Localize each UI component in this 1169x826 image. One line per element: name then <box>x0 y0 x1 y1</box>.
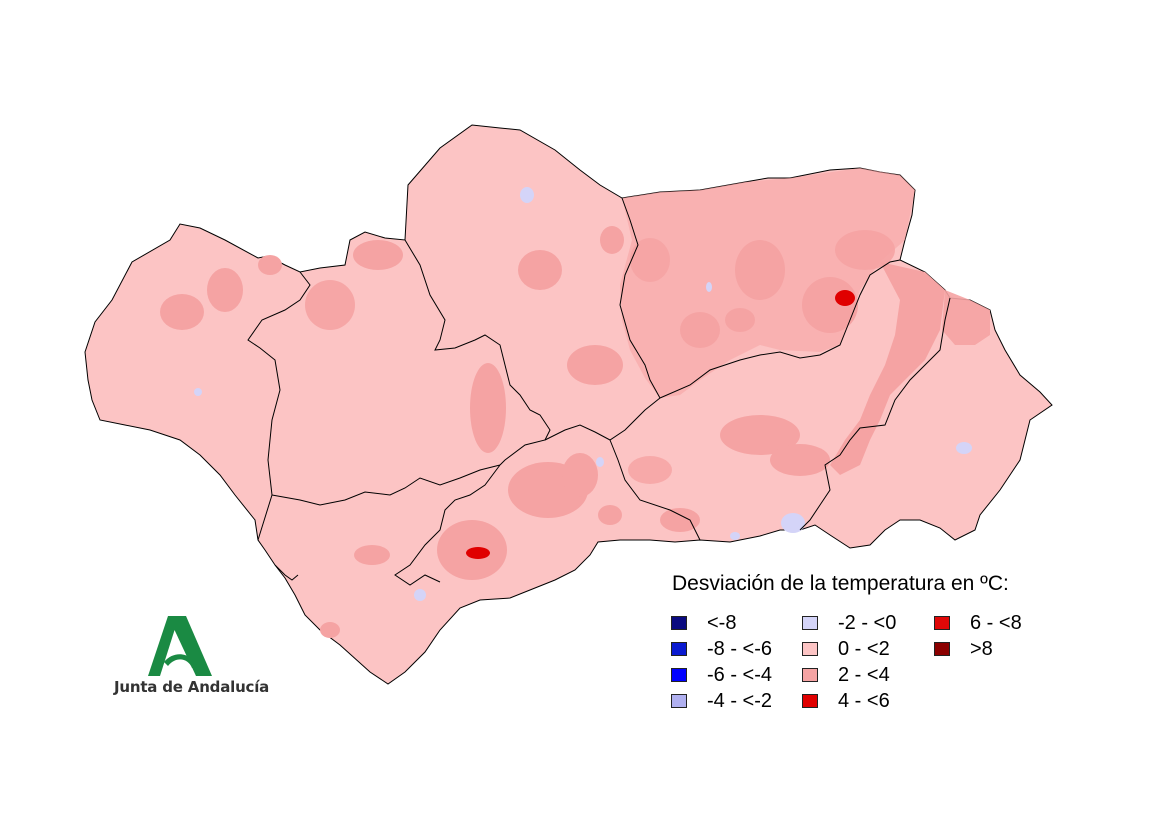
legend-swatch <box>802 642 818 656</box>
legend-swatch <box>802 694 818 708</box>
legend-label: >8 <box>970 637 993 660</box>
legend-label: -2 - <0 <box>838 611 897 634</box>
legend-item-minus-8-minus-6: -8 - <-6 <box>671 636 772 662</box>
legend-item-minus-2-0: -2 - <0 <box>802 610 896 636</box>
legend-title: Desviación de la temperatura en ºC: <box>672 572 1009 595</box>
legend-item-lt-minus-8: <-8 <box>671 610 736 636</box>
legend-swatch <box>934 616 950 630</box>
legend-swatch <box>671 694 687 708</box>
logo-text: Junta de Andalucía <box>114 678 270 696</box>
legend-swatch <box>671 668 687 682</box>
legend-label: -4 - <-2 <box>707 689 773 712</box>
hot-zones <box>466 290 855 559</box>
cool-zones <box>194 187 972 601</box>
legend-item-gt-8: >8 <box>934 636 993 662</box>
legend-item-4-6: 4 - <6 <box>802 688 890 714</box>
legend-label: 0 - <2 <box>838 637 890 660</box>
legend-label: 2 - <4 <box>838 663 890 686</box>
legend-item-minus-6-minus-4: -6 - <-4 <box>671 662 772 688</box>
province-borders <box>247 197 951 586</box>
legend-item-0-2: 0 - <2 <box>802 636 890 662</box>
legend-label: <-8 <box>707 611 737 634</box>
legend-swatch <box>802 616 818 630</box>
legend-label: -6 - <-4 <box>707 663 773 686</box>
legend-swatch <box>671 642 687 656</box>
legend-label: 4 - <6 <box>838 689 890 712</box>
junta-de-andalucia-logo-icon <box>148 616 212 676</box>
legend-swatch <box>934 642 950 656</box>
legend-swatch <box>802 668 818 682</box>
legend-item-6-8: 6 - <8 <box>934 610 1022 636</box>
legend-label: 6 - <8 <box>970 611 1022 634</box>
legend-swatch <box>671 616 687 630</box>
legend-label: -8 - <-6 <box>707 637 773 660</box>
legend-item-minus-4-minus-2: -4 - <-2 <box>671 688 772 714</box>
legend: <-8 -8 - <-6 -6 - <-4 -4 - <-2 -2 - <0 0… <box>671 610 1051 720</box>
legend-item-2-4: 2 - <4 <box>802 662 890 688</box>
